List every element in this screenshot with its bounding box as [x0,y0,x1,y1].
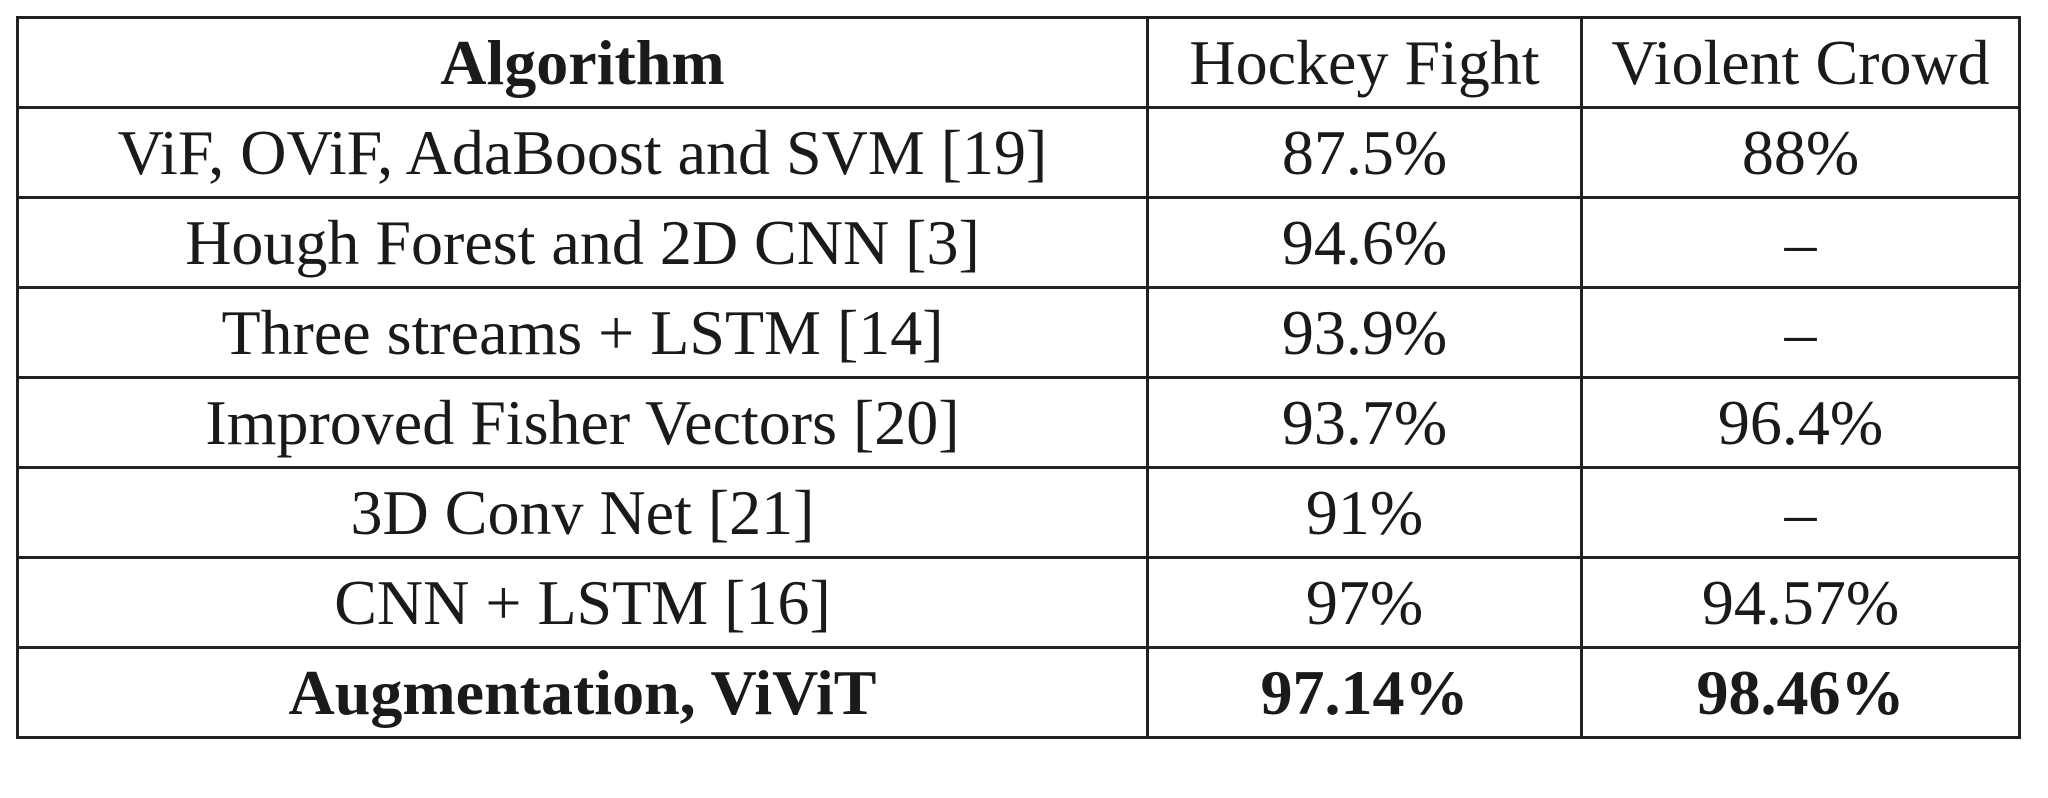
table-row: Improved Fisher Vectors [20] 93.7% 96.4% [16,376,2021,469]
hockey-fight-cell: 87.5% [1146,106,1583,199]
algorithm-cell: ViF, OViF, AdaBoost and SVM [19] [16,106,1149,199]
table-row: CNN + LSTM [16] 97% 94.57% [16,556,2021,649]
table-row: ViF, OViF, AdaBoost and SVM [19] 87.5% 8… [16,106,2021,199]
header-violent-crowd: Violent Crowd [1580,16,2021,109]
algorithm-cell: Augmentation, ViViT [16,646,1149,739]
results-table: Algorithm Hockey Fight Violent Crowd ViF… [16,16,2021,739]
algorithm-cell: Three streams + LSTM [14] [16,286,1149,379]
violent-crowd-cell: – [1580,466,2021,559]
header-algorithm: Algorithm [16,16,1149,109]
table-row: Hough Forest and 2D CNN [3] 94.6% – [16,196,2021,289]
hockey-fight-cell: 94.6% [1146,196,1583,289]
table-row-highlight: Augmentation, ViViT 97.14% 98.46% [16,646,2021,739]
violent-crowd-cell: 88% [1580,106,2021,199]
violent-crowd-cell: – [1580,286,2021,379]
table-row: 3D Conv Net [21] 91% – [16,466,2021,559]
hockey-fight-cell: 93.9% [1146,286,1583,379]
header-hockey-fight: Hockey Fight [1146,16,1583,109]
hockey-fight-cell: 97.14% [1146,646,1583,739]
violent-crowd-cell: 94.57% [1580,556,2021,649]
hockey-fight-cell: 91% [1146,466,1583,559]
violent-crowd-cell: 96.4% [1580,376,2021,469]
table-row: Three streams + LSTM [14] 93.9% – [16,286,2021,379]
algorithm-cell: 3D Conv Net [21] [16,466,1149,559]
algorithm-cell: CNN + LSTM [16] [16,556,1149,649]
algorithm-cell: Improved Fisher Vectors [20] [16,376,1149,469]
algorithm-cell: Hough Forest and 2D CNN [3] [16,196,1149,289]
hockey-fight-cell: 93.7% [1146,376,1583,469]
violent-crowd-cell: 98.46% [1580,646,2021,739]
violent-crowd-cell: – [1580,196,2021,289]
hockey-fight-cell: 97% [1146,556,1583,649]
header-row: Algorithm Hockey Fight Violent Crowd [16,16,2021,109]
